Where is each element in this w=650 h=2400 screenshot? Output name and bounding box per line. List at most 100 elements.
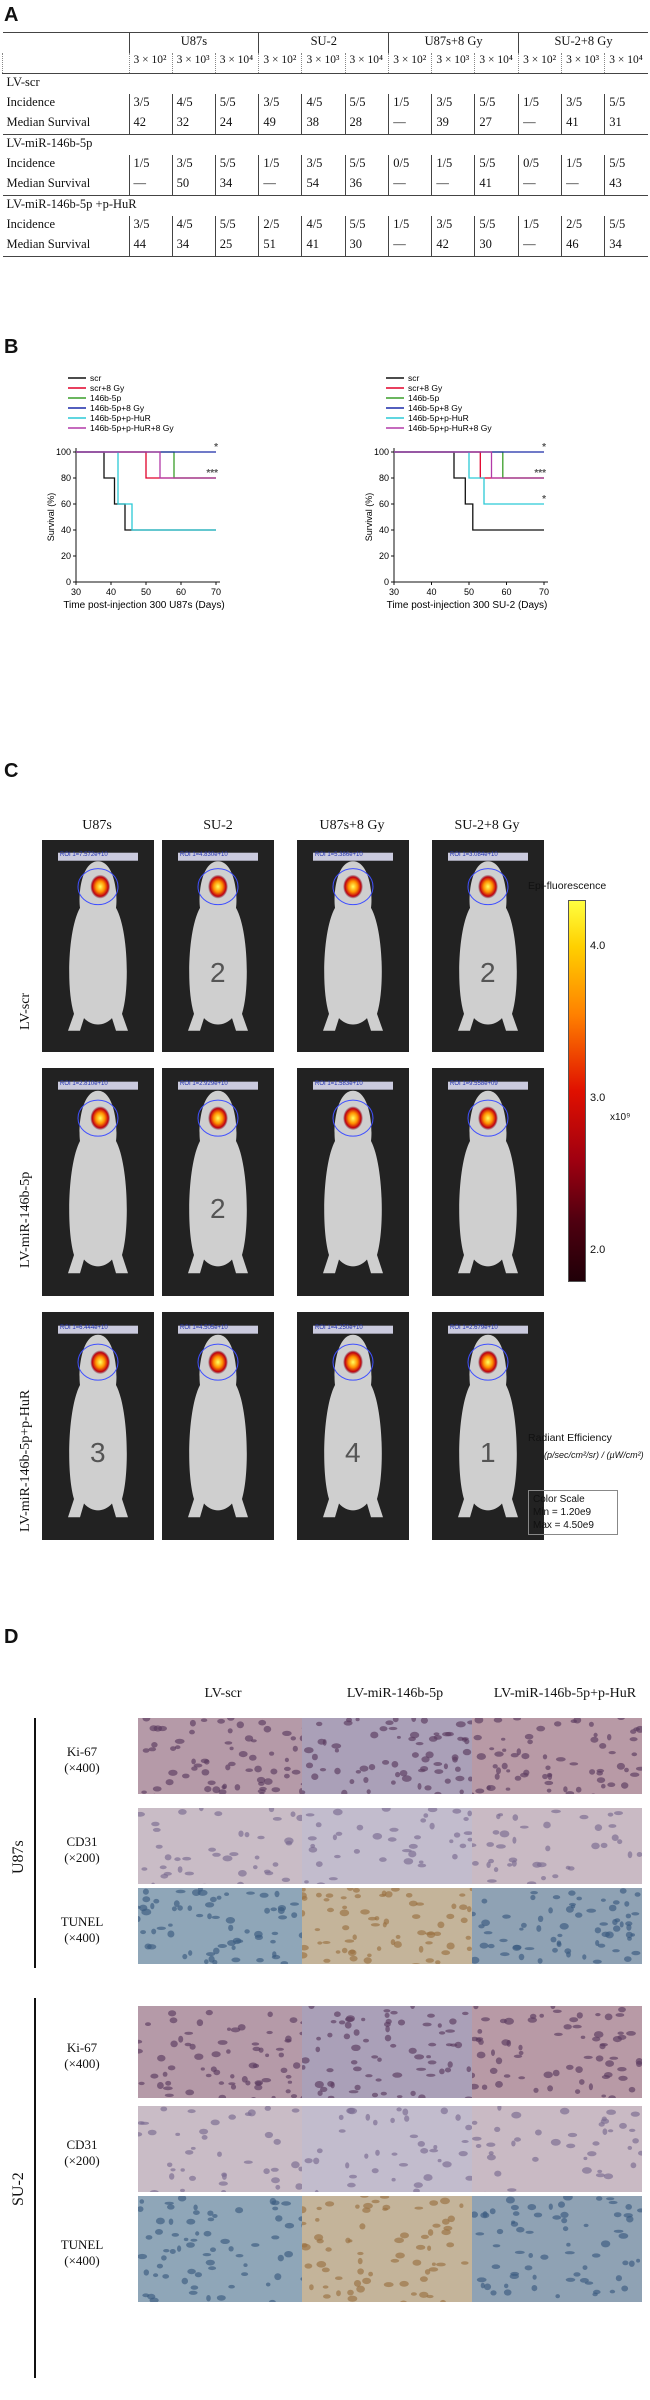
table-cell: 5/5: [344, 155, 389, 175]
y-tick-label: 20: [379, 551, 389, 561]
table-cell: 3/5: [128, 216, 173, 236]
colorbar-units: Radiant Efficiency: [528, 1432, 612, 1444]
table-cell: 3/5: [431, 216, 475, 236]
cell-count: 3 × 10⁴: [474, 53, 519, 74]
mouse-silhouette: [42, 1312, 154, 1540]
row-label-survival: Median Survival: [2, 236, 129, 257]
table-cell: 5/5: [344, 216, 389, 236]
group-name: LV-miR-146b-5p +p-HuR: [2, 195, 648, 216]
table-cell: 2/5: [258, 216, 302, 236]
table-cell: 31: [604, 114, 648, 135]
x-tick-label: 50: [464, 587, 474, 597]
table-cell: 1/5: [518, 94, 562, 114]
histology-tile: [472, 1808, 642, 1884]
table-cell: 34: [214, 175, 259, 196]
stain-label: TUNEL (×400): [52, 2237, 112, 2269]
tissue-texture: [138, 2009, 308, 2098]
colorbar-tick: 3.0: [590, 1092, 606, 1104]
group-bracket-su2: [34, 1998, 36, 2378]
legend-entry: 146b-5p+p-HuR+8 Gy: [90, 423, 174, 433]
legend-entry: 146b-5p: [408, 393, 439, 403]
histology-tile: [472, 1718, 642, 1794]
roi-label: ROI 1=4.250e+10: [315, 1324, 363, 1331]
table-cell: 50: [171, 175, 216, 196]
table-cell: 25: [214, 236, 259, 257]
col-head-lv-mir: LV-miR-146b-5p: [346, 1686, 444, 1701]
significance-mark: *: [214, 442, 218, 453]
tissue-texture: [304, 1808, 472, 1884]
table-cell: 1/5: [128, 155, 173, 175]
table-cell: 3/5: [128, 94, 173, 114]
color-scale-box: Color Scale Min = 1.20e9 Max = 4.50e9: [528, 1490, 618, 1535]
stain-label: CD31 (×200): [52, 1834, 112, 1866]
col-head-lv-scr: LV-scr: [204, 1686, 242, 1701]
table-cell: 30: [474, 236, 519, 257]
cell-count: 3 × 10²: [518, 53, 562, 74]
significance-mark: *: [542, 494, 546, 505]
table-cell: —: [388, 114, 432, 135]
cell-count: 3 × 10⁴: [214, 53, 259, 74]
colorbar-units-fraction: (p/sec/cm²/sr) / (µW/cm²): [544, 1450, 644, 1460]
col-head-lv-mir-hur: LV-miR-146b-5p+p-HuR: [493, 1686, 637, 1701]
roi-label: ROI 1=3.084e+10: [450, 851, 498, 858]
mouse-silhouette: [297, 840, 409, 1052]
significance-mark: ***: [206, 468, 218, 479]
table-cell: 1/5: [561, 155, 605, 175]
stain-name: Ki-67: [66, 2040, 98, 2055]
legend-entry: scr+8 Gy: [408, 383, 443, 393]
y-tick-label: 60: [379, 499, 389, 509]
series-line-146b-5p-p-hur-8-gy: [394, 451, 544, 479]
legend-entry: 146b-5p+p-HuR+8 Gy: [408, 423, 492, 433]
cell-count: 3 × 10²: [128, 53, 173, 74]
histology-tile: [302, 1718, 472, 1794]
table-cell: 5/5: [214, 94, 259, 114]
table-corner: [2, 32, 129, 53]
series-line-scr: [394, 451, 544, 531]
legend-entry: 146b-5p+p-HuR: [90, 413, 151, 423]
tissue-texture: [472, 2196, 642, 2299]
series-line-scr-8-gy: [76, 451, 216, 479]
legend-entry: 146b-5p+8 Gy: [90, 403, 145, 413]
table-cell: —: [561, 175, 605, 196]
table-cell: 46: [561, 236, 605, 257]
histology-tile: [472, 1888, 642, 1964]
roi-label: ROI 1=5.386e+10: [315, 851, 363, 858]
table-cell: 34: [604, 236, 648, 257]
table-cell: 3/5: [171, 155, 216, 175]
row-head-lv-scr: LV-scr: [18, 992, 33, 1030]
color-scale-max: Max = 4.50e9: [533, 1520, 594, 1531]
colorbar-tick: 4.0: [590, 940, 606, 952]
y-tick-label: 0: [66, 577, 71, 587]
roi-label: ROI 1=7.572e+10: [60, 851, 108, 858]
histology-tile: [472, 2106, 642, 2192]
histology-tile: [302, 1888, 472, 1964]
stain-magnification: (×400): [64, 1930, 100, 1945]
stain-magnification: (×400): [64, 1760, 100, 1775]
roi-label: ROI 1=9.558e+09: [450, 1080, 498, 1087]
col-head-su2-8gy: SU-2+8 Gy: [454, 818, 520, 833]
tissue-texture: [138, 2106, 304, 2192]
row-label-incidence: Incidence: [6, 217, 56, 231]
significance-mark: ***: [534, 468, 546, 479]
table-cell: —: [431, 175, 475, 196]
roi-label: ROI 1=4.505e+10: [180, 1324, 228, 1331]
col-head-u87s: U87s: [82, 818, 112, 833]
column-header: SU-2+8 Gy: [518, 32, 648, 53]
color-scale-title: Color Scale: [533, 1494, 585, 1505]
significance-mark: *: [542, 442, 546, 453]
legend-entry: 146b-5p+8 Gy: [408, 403, 463, 413]
y-axis-label: Survival (%): [364, 493, 374, 542]
table-cell: 54: [301, 175, 346, 196]
y-tick-label: 40: [379, 525, 389, 535]
mouse-silhouette: [297, 1068, 409, 1296]
mouse-silhouette: [432, 840, 544, 1052]
roi-label: ROI 1=1.583e+10: [315, 1080, 363, 1087]
table-cell: 34: [171, 236, 216, 257]
table-cell: —: [518, 175, 562, 196]
table-cell: 4/5: [171, 216, 216, 236]
histology-tile: [302, 2106, 472, 2192]
stain-label: Ki-67 (×400): [52, 1744, 112, 1776]
colorbar-exponent: x10⁹: [610, 1112, 631, 1123]
